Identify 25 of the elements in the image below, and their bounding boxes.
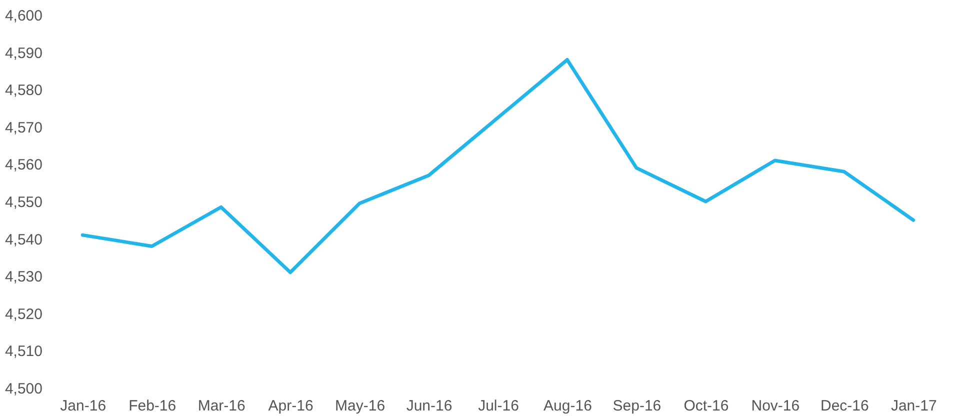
x-tick-label: Feb-16 bbox=[128, 398, 176, 414]
x-tick-label: Jan-17 bbox=[890, 398, 937, 414]
x-tick-label: Dec-16 bbox=[820, 398, 869, 414]
x-tick-label: Jun-16 bbox=[406, 398, 452, 414]
y-tick-label: 4,510 bbox=[4, 343, 42, 360]
x-tick-label: Nov-16 bbox=[751, 398, 800, 414]
x-tick-label: Jul-16 bbox=[478, 398, 519, 414]
x-tick-label: Sep-16 bbox=[612, 398, 662, 414]
y-tick-label: 4,570 bbox=[4, 119, 42, 136]
y-tick-label: 4,550 bbox=[4, 194, 42, 211]
x-tick-label: Oct-16 bbox=[684, 398, 729, 414]
x-tick-label: May-16 bbox=[335, 398, 386, 414]
y-tick-label: 4,520 bbox=[4, 306, 42, 323]
y-tick-label: 4,560 bbox=[4, 156, 42, 174]
y-tick-label: 4,590 bbox=[4, 44, 42, 62]
x-tick-label: Apr-16 bbox=[268, 398, 314, 414]
y-tick-label: 4,530 bbox=[4, 268, 42, 286]
y-tick-label: 4,580 bbox=[4, 82, 42, 100]
x-tick-label: Mar-16 bbox=[198, 398, 246, 414]
x-tick-label: Aug-16 bbox=[544, 398, 592, 414]
y-tick-label: 4,600 bbox=[4, 8, 42, 24]
y-tick-label: 4,500 bbox=[4, 380, 42, 398]
line-series bbox=[80, 58, 916, 274]
y-tick-label: 4,540 bbox=[4, 231, 42, 248]
x-tick-label: Jan-16 bbox=[60, 398, 106, 414]
